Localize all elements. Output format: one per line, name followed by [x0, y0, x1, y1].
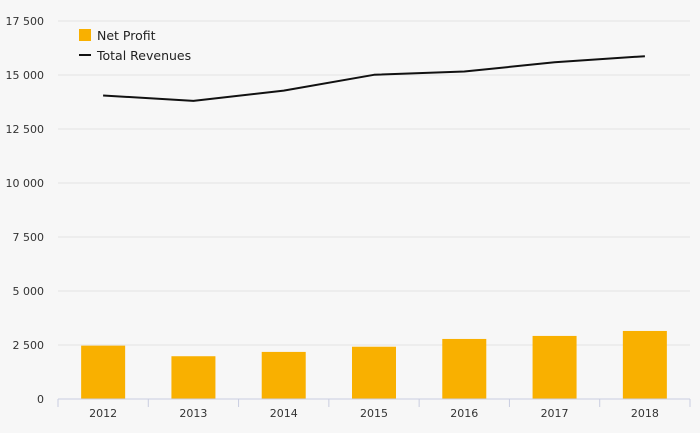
point-total-revenues-2013[interactable]: [190, 98, 196, 104]
y-axis-ticks: 0 2 500 5 000 7 500 10 000 12 500 15 000 17 500: [6, 15, 45, 406]
bar-net-profit-2015[interactable]: [352, 346, 396, 399]
legend-label-net-profit: Net Profit: [97, 28, 156, 43]
y-tick-label: 7 500: [13, 231, 45, 244]
y-tick-label: 17 500: [6, 15, 45, 28]
legend-swatch-net-profit: [79, 29, 91, 41]
bar-net-profit-2016[interactable]: [442, 338, 487, 399]
y-tick-label: 2 500: [13, 339, 45, 352]
point-total-revenues-2012[interactable]: [100, 93, 106, 99]
x-tick-label: 2017: [541, 407, 569, 420]
bar-net-profit-2014[interactable]: [261, 351, 306, 399]
point-total-revenues-2016[interactable]: [461, 69, 467, 75]
y-tick-label: 12 500: [6, 123, 45, 136]
bar-net-profit-2018[interactable]: [622, 330, 667, 399]
bar-series-net-profit: [81, 330, 667, 399]
point-total-revenues-2014[interactable]: [281, 88, 287, 94]
grid-layer: [58, 20, 690, 346]
x-tick-label: 2012: [89, 407, 117, 420]
x-axis: 2012 2013 2014 2015 2016 2017 2018: [57, 398, 691, 420]
x-tick-label: 2013: [179, 407, 207, 420]
line-series-total-revenues: [100, 53, 648, 104]
legend-label-total-revenues: Total Revenues: [96, 48, 191, 63]
x-tick-label: 2016: [450, 407, 478, 420]
x-tick-label: 2018: [631, 407, 659, 420]
x-tick-label: 2014: [270, 407, 298, 420]
y-tick-label: 5 000: [13, 285, 45, 298]
line-total-revenues[interactable]: [103, 55, 645, 102]
point-total-revenues-2017[interactable]: [552, 59, 558, 65]
point-total-revenues-2018[interactable]: [642, 53, 648, 59]
bar-net-profit-2012[interactable]: [81, 345, 126, 399]
point-total-revenues-2015[interactable]: [371, 72, 377, 78]
legend: Net Profit Total Revenues: [79, 28, 191, 63]
y-tick-label: 15 000: [6, 69, 45, 82]
bar-net-profit-2017[interactable]: [532, 335, 577, 399]
y-tick-label: 10 000: [6, 177, 45, 190]
bar-net-profit-2013[interactable]: [171, 356, 216, 399]
x-tick-label: 2015: [360, 407, 388, 420]
y-tick-label: 0: [37, 393, 44, 406]
